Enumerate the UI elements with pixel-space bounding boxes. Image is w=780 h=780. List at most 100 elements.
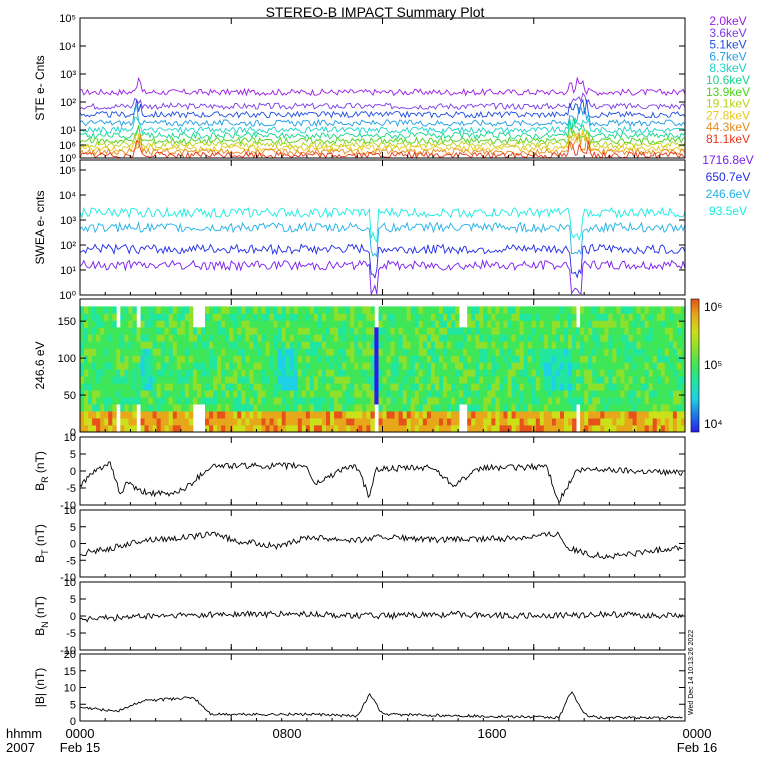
heatmap-cell [600,327,605,335]
heatmap-cell [515,313,520,321]
heatmap-cell [414,390,420,398]
heatmap-cell [503,425,508,433]
heatmap-cell [491,306,496,314]
heatmap-cell [172,341,178,349]
heatmap-cell [515,334,520,342]
heatmap-cell [277,390,282,398]
heatmap-cell [584,397,589,405]
heatmap-cell [495,390,500,398]
heatmap-cell [180,355,186,363]
heatmap-cell [547,348,553,356]
heatmap-cell [430,397,436,405]
heatmap-cell [209,348,214,356]
heatmap-cell [592,390,597,398]
heatmap-cell [261,327,266,335]
heatmap-cell [418,390,424,398]
y-axis-label: BT (nT) [33,524,50,563]
heatmap-cell [140,418,145,426]
heatmap-cell [209,390,214,398]
heatmap-cell [459,397,464,405]
heatmap-cell [467,348,472,356]
heatmap-cell [160,411,166,419]
heatmap-cell [664,383,670,391]
heatmap-cell [96,390,101,398]
heatmap-cell [592,369,597,377]
heatmap-cell [402,306,408,314]
heatmap-cell [233,376,238,384]
heatmap-cell [285,411,291,419]
heatmap-cell [116,390,121,398]
heatmap-cell [596,404,601,412]
heatmap-cell [362,383,367,391]
heatmap-cell [547,418,553,426]
heatmap-cell [386,376,391,384]
heatmap-cell [443,397,448,405]
heatmap-cell [620,369,625,377]
heatmap-cell [463,348,468,356]
heatmap-cell [455,390,460,398]
heatmap-cell [632,404,637,412]
heatmap-cell [507,390,512,398]
heatmap-cell [192,348,198,356]
heatmap-cell [652,411,658,419]
heatmap-cell [406,369,412,377]
heatmap-cell [394,390,399,398]
heatmap-cell [285,404,291,412]
heatmap-cell [237,425,242,433]
heatmap-cell [628,306,633,314]
heatmap-cell [148,390,153,398]
heatmap-cell [479,376,484,384]
heatmap-cell [600,404,605,412]
heatmap-cell [120,362,125,370]
heatmap-cell [471,369,476,377]
heatmap-cell [309,313,315,321]
heatmap-cell [515,341,520,349]
heatmap-cell [660,362,666,370]
heatmap-cell [576,376,581,384]
heatmap-cell [221,390,226,398]
heatmap-cell [366,320,371,328]
heatmap-cell [487,425,492,433]
heatmap-cell [479,397,484,405]
heatmap-cell [660,397,666,405]
heatmap-cell [221,320,226,328]
heatmap-cell [338,348,343,356]
heatmap-cell [604,404,609,412]
heatmap-cell [374,355,379,363]
heatmap-cell [100,320,105,328]
heatmap-cell [221,341,226,349]
heatmap-cell [309,341,315,349]
heatmap-cell [483,334,488,342]
heatmap-cell [350,376,355,384]
heatmap-cell [616,334,621,342]
heatmap-cell [273,383,278,391]
heatmap-cell [624,383,629,391]
heatmap-cell [338,327,343,335]
heatmap-cell [233,341,238,349]
heatmap-cell [88,383,93,391]
heatmap-cell [479,390,484,398]
heatmap-cell [624,327,629,335]
heatmap-cell [414,334,420,342]
heatmap-cell [124,397,129,405]
heatmap-cell [426,411,432,419]
heatmap-cell [386,390,391,398]
heatmap-cell [132,404,137,412]
heatmap-cell [330,369,335,377]
heatmap-cell [305,306,311,314]
heatmap-cell [261,334,266,342]
heatmap-cell [334,411,339,419]
heatmap-cell [624,376,629,384]
heatmap-cell [652,341,658,349]
time-axis-year: 2007 [6,740,35,755]
heatmap-cell [382,411,387,419]
heatmap-cell [451,425,456,433]
heatmap-cell [398,320,403,328]
heatmap-cell [535,411,541,419]
heatmap-cell [640,369,645,377]
heatmap-cell [576,348,581,356]
heatmap-cell [656,383,662,391]
heatmap-cell [443,390,448,398]
heatmap-cell [273,404,278,412]
heatmap-cell [362,327,367,335]
